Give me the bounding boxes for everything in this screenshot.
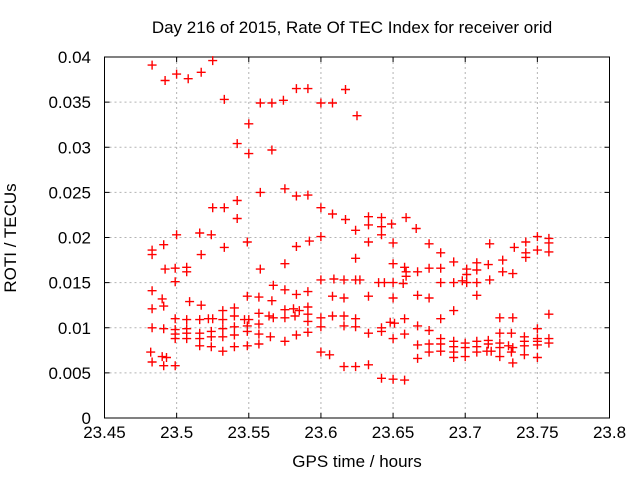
x-axis-label: GPS time / hours bbox=[292, 452, 421, 471]
x-tick-label: 23.45 bbox=[83, 423, 126, 442]
y-tick-label: 0.01 bbox=[58, 319, 91, 338]
axis-tick-marks bbox=[104, 57, 610, 418]
y-tick-label: 0.04 bbox=[58, 48, 91, 67]
x-tick-labels: 23.45 23.5 23.55 23.6 23.65 23.7 23.75 23.8 bbox=[83, 423, 626, 442]
y-tick-label: 0.025 bbox=[48, 183, 91, 202]
data-points bbox=[146, 56, 554, 385]
x-tick-label: 23.6 bbox=[304, 423, 337, 442]
y-tick-label: 0 bbox=[82, 409, 91, 428]
y-tick-label: 0.03 bbox=[58, 138, 91, 157]
scatter-plus-markers bbox=[146, 56, 554, 385]
y-tick-label: 0.015 bbox=[48, 274, 91, 293]
y-axis-label: ROTI / TECUs bbox=[1, 183, 20, 292]
y-tick-label: 0.005 bbox=[48, 364, 91, 383]
x-tick-label: 23.55 bbox=[228, 423, 271, 442]
y-tick-labels: 0 0.005 0.01 0.015 0.02 0.025 0.03 0.035 0.04 bbox=[48, 48, 91, 428]
y-tick-label: 0.035 bbox=[48, 93, 91, 112]
x-tick-label: 23.8 bbox=[593, 423, 626, 442]
x-tick-label: 23.75 bbox=[516, 423, 559, 442]
x-tick-label: 23.5 bbox=[160, 423, 193, 442]
x-tick-label: 23.7 bbox=[449, 423, 482, 442]
plot-border bbox=[104, 56, 610, 419]
y-tick-label: 0.02 bbox=[58, 229, 91, 248]
x-tick-label: 23.65 bbox=[372, 423, 415, 442]
chart-title: Day 216 of 2015, Rate Of TEC Index for r… bbox=[152, 18, 552, 37]
